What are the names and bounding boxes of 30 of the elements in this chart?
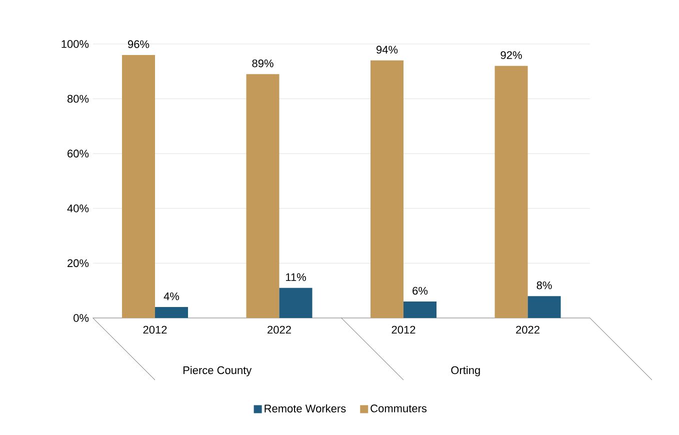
bar [279, 288, 312, 318]
data-label: 96% [128, 40, 150, 48]
y-tick-label: 60% [68, 150, 89, 158]
bar [528, 296, 561, 318]
x-tick-label: 2012 [392, 326, 416, 334]
y-tick-label: 80% [67, 94, 89, 103]
data-label: 6% [412, 286, 428, 295]
y-tick-label: 40% [67, 204, 89, 212]
data-label: 92% [500, 51, 522, 60]
x-tick-label: 2022 [268, 326, 291, 334]
x-tick-label: 2022 [516, 326, 540, 334]
bar [155, 307, 188, 318]
y-tick-label: 20% [68, 259, 89, 268]
legend-label: Remote Workers [264, 404, 346, 412]
data-label: 4% [164, 292, 180, 300]
data-label: 94% [376, 46, 398, 54]
bar [122, 54, 156, 318]
y-tick-label: 100% [62, 40, 89, 48]
data-label: 89% [252, 59, 274, 68]
bar [404, 302, 437, 318]
data-label: 8% [536, 281, 552, 290]
bar [370, 60, 404, 318]
text: Orting [451, 366, 480, 376]
y-tick-label: 0% [74, 314, 89, 322]
legend-label: Commuters [370, 404, 427, 412]
x-tick-label: 2012 [143, 326, 167, 334]
text: Pierce County [183, 366, 252, 376]
bar [494, 66, 528, 318]
bar [246, 74, 280, 318]
data-label: 11% [286, 273, 306, 281]
